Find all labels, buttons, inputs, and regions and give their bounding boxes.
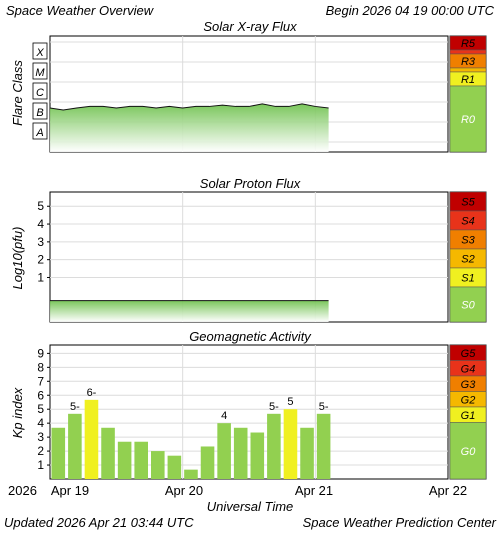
x-axis-label: Universal Time [207,499,294,514]
kp-bar-label-16: 5- [319,401,329,413]
xray-class-box-X [32,42,48,60]
kp-bar-0 [51,427,66,479]
geomag-tick-label-1: 1 [37,458,44,472]
xray-scale-label-R0: R0 [461,114,476,126]
footer-center: Space Weather Prediction Center [303,515,497,530]
kp-bar-10 [217,423,231,479]
xray-class-label-C: C [36,87,44,99]
xray-class-label-A: A [35,127,43,139]
kp-bar-4 [117,441,132,479]
kp-bar-11 [233,427,248,479]
xray-class-box-A [32,122,48,140]
proton-tick-label-1: 1 [37,270,44,284]
xray-title: Solar X-ray Flux [203,19,297,34]
geomag-scale-label-G1: G1 [461,410,476,422]
kp-bar-9 [200,446,215,479]
geomag-scale-label-G4: G4 [461,363,476,375]
xray-scale-seg-1 [449,49,487,55]
kp-bar-5 [134,441,148,479]
proton-scale-label-S0: S0 [461,300,475,312]
kp-bar-label-10: 4 [221,410,227,422]
xray-class-box-B [32,102,48,120]
geomag-tick-label-6: 6 [37,388,44,402]
xray-class-box-M [32,62,48,80]
proton-scale-label-S1: S1 [461,273,474,285]
geomag-tick-label-8: 8 [37,360,44,374]
geomag-tick-label-9: 9 [37,346,44,360]
proton-tick-label-2: 2 [37,253,44,267]
kp-bar-15 [300,427,314,479]
proton-scale-label-S2: S2 [461,254,474,266]
geomag-scale-seg-5 [449,422,487,480]
footer-updated: Updated 2026 Apr 21 03:44 UTC [4,515,194,530]
x-tick-3: Apr 22 [429,483,467,498]
header-title: Space Weather Overview [6,3,155,18]
geomag-title: Geomagnetic Activity [189,329,312,344]
geomag-tick-label-2: 2 [37,444,44,458]
geomag-tick-label-3: 3 [37,430,44,444]
geomag-scale-label-G5: G5 [461,348,477,360]
kp-bar-label-14: 5 [287,396,293,408]
kp-bar-label-2: 6- [87,387,97,399]
x-tick-0: Apr 19 [51,483,89,498]
xray-class-label-X: X [35,47,44,59]
kp-bar-1 [68,413,82,479]
kp-bar-14 [283,409,298,479]
geomag-scale-label-G0: G0 [461,446,477,458]
geomag-tick-label-7: 7 [37,374,44,388]
xray-scale-seg-3 [449,67,487,73]
kp-bar-12 [250,432,265,479]
proton-flux-area [50,300,329,322]
proton-scale-label-S3: S3 [461,235,475,247]
proton-tick-label-5: 5 [37,199,44,213]
kp-bar-label-13: 5- [269,401,279,413]
xray-scale-label-R5: R5 [461,38,476,50]
geomag-tick-label-5: 5 [37,402,44,416]
proton-tick-label-3: 3 [37,235,44,249]
kp-bar-3 [101,427,115,479]
geomag-scale-label-G2: G2 [461,394,476,406]
xray-class-label-B: B [36,107,43,119]
proton-scale-seg-5 [449,286,487,323]
geomag-ylabel: Kp index [10,387,25,438]
kp-bar-2 [84,399,99,479]
kp-bar-8 [184,469,198,479]
geomag-tick-label-4: 4 [37,416,44,430]
xray-flux-line [49,103,329,111]
xray-scale-label-R1: R1 [461,74,475,86]
xray-class-label-M: M [35,67,45,79]
proton-title: Solar Proton Flux [200,176,301,191]
proton-scale-label-S5: S5 [461,197,475,209]
x-year: 2026 [8,483,37,498]
x-tick-1: Apr 20 [165,483,203,498]
xray-class-box-C [32,82,48,100]
x-tick-2: Apr 21 [295,483,333,498]
proton-tick-label-4: 4 [37,217,44,231]
proton-ylabel: Log10(pfu) [10,227,25,290]
kp-bar-6 [151,451,165,479]
kp-bar-label-1: 5- [70,401,80,413]
xray-ylabel: Flare Class [10,60,25,126]
xray-scale-label-R3: R3 [461,56,476,68]
kp-bar-16 [316,413,331,479]
xray-scale-seg-5 [449,85,487,153]
header-begin: Begin 2026 04 19 00:00 UTC [326,3,495,18]
kp-bar-13 [267,413,281,479]
xray-flux-area [50,103,329,152]
proton-scale-label-S4: S4 [461,216,474,228]
geomag-scale-label-G3: G3 [461,379,477,391]
kp-bar-7 [167,455,182,479]
